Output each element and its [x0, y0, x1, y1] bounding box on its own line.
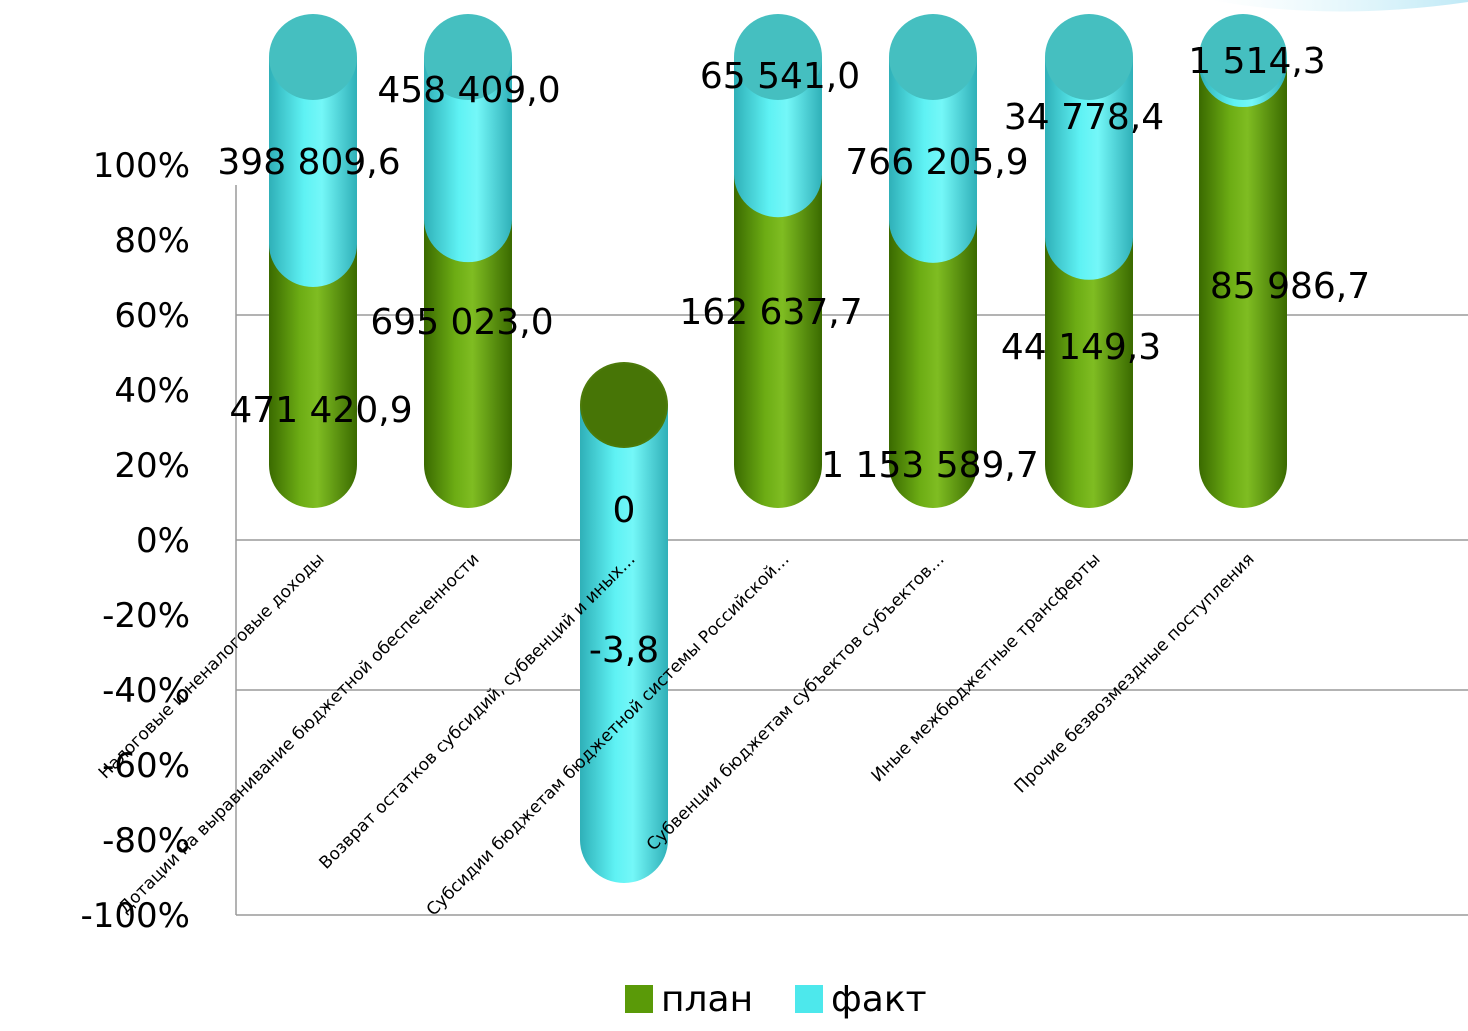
y-tick-label: 80% — [114, 221, 190, 261]
data-label-fact: 458 409,0 — [377, 70, 560, 111]
bar-fact — [424, 14, 512, 263]
y-tick-label: -100% — [81, 896, 190, 936]
legend-swatch — [625, 985, 653, 1013]
bar-fact — [580, 362, 668, 883]
bar-fact — [734, 14, 822, 218]
data-label-fact: 398 809,6 — [217, 142, 400, 183]
bar-plan — [734, 174, 822, 508]
data-label-fact: 34 778,4 — [1004, 97, 1164, 138]
data-labels: 471 420,9 695 023,0 0 162 637,7 1 153 589,7 4… — [217, 41, 1370, 671]
legend-label: факт — [831, 979, 927, 1020]
y-tick-label: -80% — [102, 821, 190, 861]
x-tick-label: Субвенции бюджетам субъектов субъектов… — [643, 549, 949, 855]
data-label-plan: 471 420,9 — [229, 390, 412, 431]
y-tick-label: 60% — [114, 296, 190, 336]
y-tick-label: -40% — [102, 671, 190, 711]
y-tick-label: 40% — [114, 371, 190, 411]
bar-fact — [269, 14, 357, 287]
bar-fact — [1199, 14, 1287, 108]
data-label-fact: 1 514,3 — [1188, 41, 1325, 82]
y-tick-label: 20% — [114, 446, 190, 486]
bars — [269, 14, 1287, 883]
y-axis: 100% 80% 60% 40% 20% 0% -20% -40% -60% -80% -100% — [81, 146, 190, 936]
bar-plan — [1199, 64, 1287, 508]
y-tick-label: -20% — [102, 596, 190, 636]
data-label-fact: 766 205,9 — [845, 142, 1028, 183]
data-label-plan: 162 637,7 — [679, 292, 862, 333]
legend: план факт — [625, 979, 927, 1020]
bar-plan — [269, 243, 357, 509]
y-tick-label: 0% — [136, 521, 190, 561]
data-label-fact: -3,8 — [589, 630, 659, 671]
data-label-plan: 44 149,3 — [1001, 327, 1161, 368]
bar-plan — [424, 219, 512, 509]
data-label-plan: 85 986,7 — [1210, 266, 1370, 307]
y-tick-label: 100% — [93, 146, 190, 186]
bar-fact — [889, 14, 977, 263]
data-label-plan: 1 153 589,7 — [821, 445, 1039, 486]
legend-swatch — [795, 985, 823, 1013]
x-tick-label: Прочие безвозмездные поступления — [1011, 549, 1259, 797]
legend-label: план — [661, 979, 753, 1020]
bar-fact — [1045, 14, 1133, 280]
data-label-plan: 695 023,0 — [370, 302, 553, 343]
y-tick-label: -60% — [102, 746, 190, 786]
data-label-fact: 65 541,0 — [700, 56, 860, 97]
bar-plan — [889, 219, 977, 508]
decorative-swirl — [1210, 0, 1468, 12]
bar-plan — [1045, 236, 1133, 509]
data-label-plan: 0 — [613, 490, 636, 531]
